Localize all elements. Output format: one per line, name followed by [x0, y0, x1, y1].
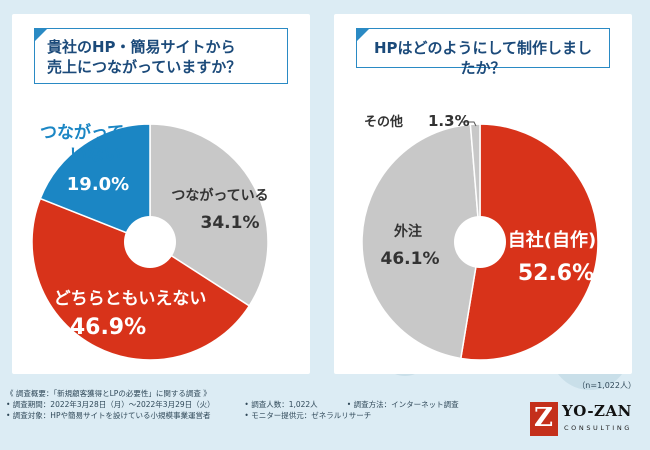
sample-size-note: （n=1,022人）: [577, 381, 636, 390]
corner-accent: [34, 28, 48, 42]
pie-slice: [31, 197, 251, 361]
left-chart-card: 貴社のHP・簡易サイトから 売上につながっていますか？ つながっている 34.1%…: [12, 14, 310, 374]
slice-label: 自社(自作): [508, 229, 596, 251]
survey-target: • 調査対象：HPや簡易サイトを設けている小規模事業運営者: [6, 411, 211, 420]
left-question-line2: 売上につながっていますか？: [47, 58, 242, 76]
survey-overview: 《 調査概要：「新規顧客獲得とLPの必要性」に関する調査 》: [6, 389, 211, 398]
corner-accent: [356, 28, 370, 42]
footer-row: • 調査対象：HPや簡易サイトを設けている小規模事業運営者 • モニター提供元：…: [6, 410, 459, 421]
slice-label: つながっている: [171, 187, 268, 204]
slice-label-line2: いない: [70, 145, 121, 165]
right-chart-card: HPはどのようにして制作しましたか？ その他 1.3% 外注 46.1% 自社(自作) 5…: [334, 14, 632, 374]
logo-mark: Z: [530, 402, 558, 436]
donut-hole: [124, 216, 176, 268]
slice-value: 1.3%: [428, 112, 470, 130]
slice-label: その他: [364, 114, 403, 130]
survey-period: • 調査期間：2022年3月28日（月）～2022年3月29日（火）: [6, 400, 215, 409]
slice-value: 52.6%: [518, 261, 594, 286]
pie-slice: [459, 123, 599, 361]
slice-label-line1: つながって: [40, 122, 124, 143]
donut-hole: [454, 216, 506, 268]
right-question-box: HPはどのようにして制作しましたか？: [356, 28, 610, 77]
pie-slice: [39, 123, 151, 244]
slice-value: 46.1%: [381, 249, 440, 269]
leader-line: [462, 121, 477, 127]
survey-provider: • モニター提供元：ゼネラルリサーチ: [244, 411, 372, 420]
pie-slice: [361, 123, 481, 360]
survey-footer: 《 調査概要：「新規顧客獲得とLPの必要性」に関する調査 》 • 調査期間：20…: [6, 388, 459, 421]
company-logo: Z YO-ZAN CONSULTING: [530, 400, 642, 444]
logo-sub: CONSULTING: [564, 424, 632, 432]
slice-label: 外注: [394, 223, 422, 240]
slice-value: 46.9%: [70, 315, 146, 340]
slice-value: 19.0%: [67, 174, 129, 195]
footer-row: • 調査期間：2022年3月28日（月）～2022年3月29日（火） • 調査人…: [6, 399, 459, 410]
left-question-box: 貴社のHP・簡易サイトから 売上につながっていますか？: [34, 28, 288, 84]
right-donut-chart: その他 1.3% 外注 46.1% 自社(自作) 52.6%: [361, 112, 599, 361]
right-question: HPはどのようにして制作しましたか？: [373, 39, 593, 77]
left-question-line1: 貴社のHP・簡易サイトから: [47, 38, 236, 56]
survey-method: • 調査方法：インターネット調査: [346, 400, 459, 409]
survey-people: • 調査人数：1,022人: [244, 400, 318, 409]
logo-name: YO-ZAN: [562, 402, 632, 420]
slice-label: どちらともいえない: [54, 289, 207, 309]
slice-value: 34.1%: [201, 213, 260, 233]
